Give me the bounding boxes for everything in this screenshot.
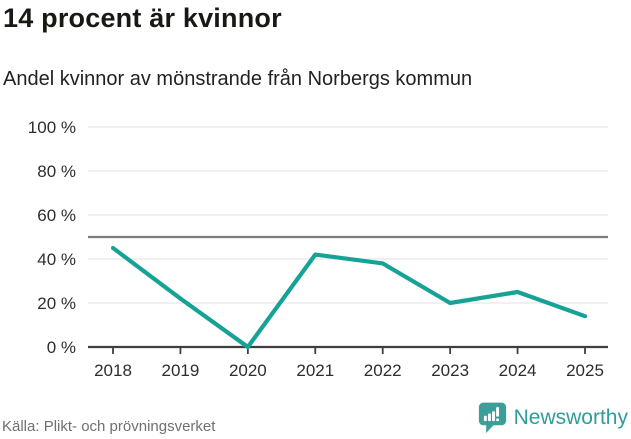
svg-text:2025: 2025: [566, 361, 604, 380]
svg-text:80 %: 80 %: [37, 162, 76, 181]
svg-text:0 %: 0 %: [47, 338, 76, 357]
y-axis-labels: 0 % 20 % 40 % 60 % 80 % 100 %: [28, 118, 76, 357]
newsworthy-logo: Newsworthy: [478, 401, 628, 435]
brand-name: Newsworthy: [513, 406, 628, 429]
svg-text:20 %: 20 %: [37, 294, 76, 313]
svg-text:2023: 2023: [431, 361, 469, 380]
svg-text:2019: 2019: [162, 361, 200, 380]
svg-text:2021: 2021: [296, 361, 334, 380]
data-line: [110, 245, 588, 350]
svg-text:100 %: 100 %: [28, 118, 76, 137]
gridlines: [88, 126, 608, 304]
x-axis-labels: 2018 2019 2020 2021 2022 2023 2024 2025: [94, 361, 604, 380]
chart-title: 14 procent är kvinnor: [3, 3, 282, 33]
svg-text:2018: 2018: [94, 361, 132, 380]
svg-text:40 %: 40 %: [37, 250, 76, 269]
svg-text:2022: 2022: [364, 361, 402, 380]
x-axis: [88, 345, 608, 354]
bar-chart-speech-bubble-icon: [478, 402, 506, 433]
svg-text:2024: 2024: [499, 361, 537, 380]
chart-subtitle: Andel kvinnor av mönstrande från Norberg…: [3, 68, 473, 90]
line-chart: 0 % 20 % 40 % 60 % 80 % 100 % 2018 2019 2020 2021…: [28, 118, 608, 380]
svg-text:2020: 2020: [229, 361, 267, 380]
svg-text:60 %: 60 %: [37, 206, 76, 225]
source-note: Källa: Plikt- och prövningsverket: [2, 418, 216, 435]
logo-bars: [483, 407, 499, 422]
